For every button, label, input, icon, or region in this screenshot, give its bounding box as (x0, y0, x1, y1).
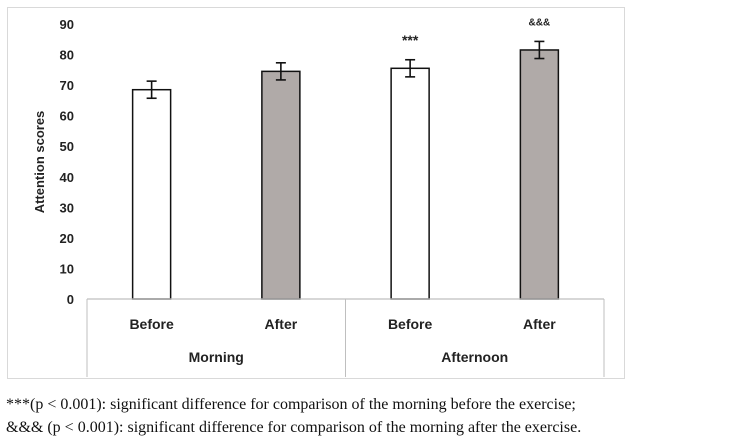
y-tick-label: 30 (60, 200, 74, 215)
y-tick-label: 80 (60, 48, 74, 63)
x-axis: Before After Before After Morning Afternoon (86, 298, 605, 377)
x-group-label: Afternoon (441, 349, 508, 365)
caption-line-1: ***(p < 0.001): significant difference f… (6, 396, 576, 413)
x-category-label: After (523, 316, 556, 332)
x-group-label: Morning (189, 349, 244, 365)
y-tick-label: 10 (60, 261, 74, 276)
y-tick-label: 90 (60, 17, 74, 32)
bar (131, 88, 172, 300)
y-tick-label: 20 (60, 231, 74, 246)
y-tick-label: 70 (60, 78, 74, 93)
bars: *** &&& (131, 17, 560, 300)
bar (519, 49, 560, 300)
significance-annotation: *** (402, 32, 419, 48)
x-category-label: After (265, 316, 298, 332)
y-tick-label: 50 (60, 139, 74, 154)
significance-annotation: &&& (529, 17, 551, 28)
bar (261, 70, 301, 300)
x-category-label: Before (388, 316, 433, 332)
y-axis: 0 10 20 30 40 50 60 70 80 90 (60, 17, 74, 307)
x-category-label: Before (129, 316, 174, 332)
y-tick-label: 60 (60, 109, 74, 124)
caption-line-2: &&& (p < 0.001): significant difference … (6, 419, 582, 436)
bar (390, 67, 430, 300)
y-axis-title: Attention scores (32, 111, 47, 214)
y-tick-label: 40 (60, 170, 74, 185)
y-tick-label: 0 (67, 292, 74, 307)
